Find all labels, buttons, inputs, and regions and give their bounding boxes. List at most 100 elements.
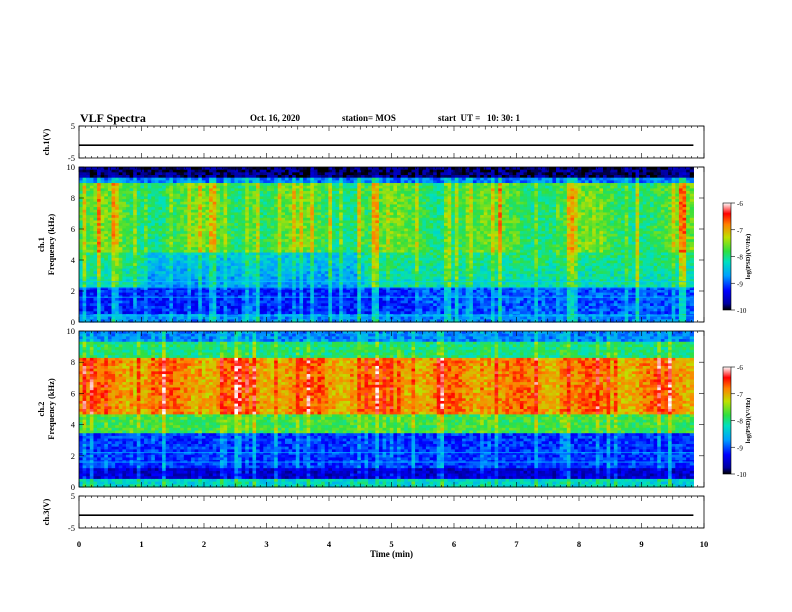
spectrogram-cell xyxy=(89,188,95,192)
spectrogram-cell xyxy=(281,289,286,294)
spectrogram-cell xyxy=(82,268,87,272)
spectrogram-cell xyxy=(151,231,156,235)
spectrogram-cell xyxy=(140,284,145,288)
spectrogram-cell xyxy=(216,180,221,184)
spectrogram-cell xyxy=(205,212,210,216)
spectrogram-cell xyxy=(328,231,333,235)
spectrogram-cell xyxy=(115,167,120,171)
spectrogram-cell xyxy=(350,220,355,224)
spectrogram-cell xyxy=(241,279,246,283)
spectrogram-cell xyxy=(133,175,138,179)
spectrogram-cell xyxy=(180,300,185,304)
spectrogram-cell xyxy=(368,305,373,310)
spectrogram-cell xyxy=(133,316,138,320)
spectrogram-cell xyxy=(277,257,282,262)
spectrogram-cell xyxy=(165,215,170,219)
spectrogram-cell xyxy=(306,212,311,216)
spectrogram-cell xyxy=(313,175,319,179)
spectrogram-cell xyxy=(223,204,228,208)
spectrogram-cell xyxy=(252,231,257,235)
spectrogram-cell xyxy=(100,284,105,288)
spectrogram-cell xyxy=(263,191,268,195)
spectrogram-cell xyxy=(346,260,351,264)
spectrogram-cell xyxy=(230,177,235,181)
spectrogram-cell xyxy=(331,276,337,280)
spectrogram-cell xyxy=(303,273,308,278)
spectrogram-cell xyxy=(147,257,152,262)
spectrogram-cell xyxy=(241,263,246,267)
spectrogram-cell xyxy=(317,201,322,206)
spectrogram-cell xyxy=(129,212,134,216)
spectrogram-cell xyxy=(368,169,373,173)
spectrogram-cell xyxy=(223,263,228,267)
spectrogram-cell xyxy=(212,199,217,203)
spectrogram-cell xyxy=(140,169,145,173)
spectrogram-cell xyxy=(339,265,344,270)
spectrogram-cell xyxy=(263,241,268,246)
spectrogram-cell xyxy=(306,249,311,254)
spectrogram-cell xyxy=(288,201,293,206)
spectrogram-cell xyxy=(140,287,145,291)
spectrogram-cell xyxy=(288,303,293,307)
spectrogram-cell xyxy=(82,289,87,294)
spectrogram-cell xyxy=(172,268,178,272)
spectrogram-cell xyxy=(274,308,279,312)
spectrogram-cell xyxy=(245,271,250,275)
spectrogram-cell xyxy=(230,308,235,312)
spectrogram-cell xyxy=(219,281,225,286)
spectrogram-cell xyxy=(100,220,105,224)
spectrogram-cell xyxy=(371,247,376,251)
spectrogram-cell xyxy=(292,252,297,256)
spectrogram-cell xyxy=(227,300,232,304)
spectrogram-cell xyxy=(335,247,340,251)
spectrogram-cell xyxy=(360,215,366,219)
spectrogram-cell xyxy=(187,297,192,302)
spectrogram-cell xyxy=(122,183,127,187)
spectrogram-cell xyxy=(245,185,250,189)
spectrogram-cell xyxy=(209,316,214,320)
spectrogram-cell xyxy=(285,215,290,219)
spectrogram-cell xyxy=(295,169,301,173)
spectrogram-cell xyxy=(82,249,87,254)
spectrogram-cell xyxy=(346,212,351,216)
spectrogram-cell xyxy=(350,316,355,320)
spectrogram-cell xyxy=(212,305,217,310)
spectrogram-cell xyxy=(371,185,376,189)
spectrogram-cell xyxy=(187,300,192,304)
spectrogram-cell xyxy=(241,199,246,203)
spectrogram-cell xyxy=(129,204,134,208)
spectrogram-cell xyxy=(125,249,131,254)
spectrogram-cell xyxy=(118,287,123,291)
spectrogram-cell xyxy=(259,276,264,280)
spectrogram-cell xyxy=(303,255,308,259)
spectrogram-cell xyxy=(306,255,311,259)
spectrogram-cell xyxy=(107,212,113,216)
spectrogram-cell xyxy=(313,167,319,171)
spectrogram-cell xyxy=(321,228,326,232)
spectrogram-cell xyxy=(169,169,174,173)
spectrogram-cell xyxy=(144,212,149,216)
spectrogram-cell xyxy=(241,265,246,270)
spectrogram-cell xyxy=(331,279,337,283)
spectrogram-cell xyxy=(115,292,120,296)
spectrogram-cell xyxy=(93,225,98,230)
spectrogram-cell xyxy=(133,183,138,187)
spectrogram-cell xyxy=(107,193,113,197)
spectrogram-cell xyxy=(154,249,160,254)
spectrogram-cell xyxy=(281,241,286,246)
spectrogram-cell xyxy=(277,260,282,264)
spectrogram-cell xyxy=(122,185,127,189)
spectrogram-cell xyxy=(339,273,344,278)
spectrogram-cell xyxy=(176,236,181,240)
spectrogram-cell xyxy=(360,265,366,270)
spectrogram-cell xyxy=(133,271,138,275)
spectrogram-cell xyxy=(357,175,362,179)
spectrogram-cell xyxy=(234,236,239,240)
spectrogram-cell xyxy=(107,228,113,232)
spectrogram-cell xyxy=(82,215,87,219)
spectrogram-cell xyxy=(107,308,113,312)
spectrogram-cell xyxy=(111,316,116,320)
spectrogram-cell xyxy=(216,281,221,286)
spectrogram-cell xyxy=(165,319,170,323)
spectrogram-cell xyxy=(93,233,98,238)
